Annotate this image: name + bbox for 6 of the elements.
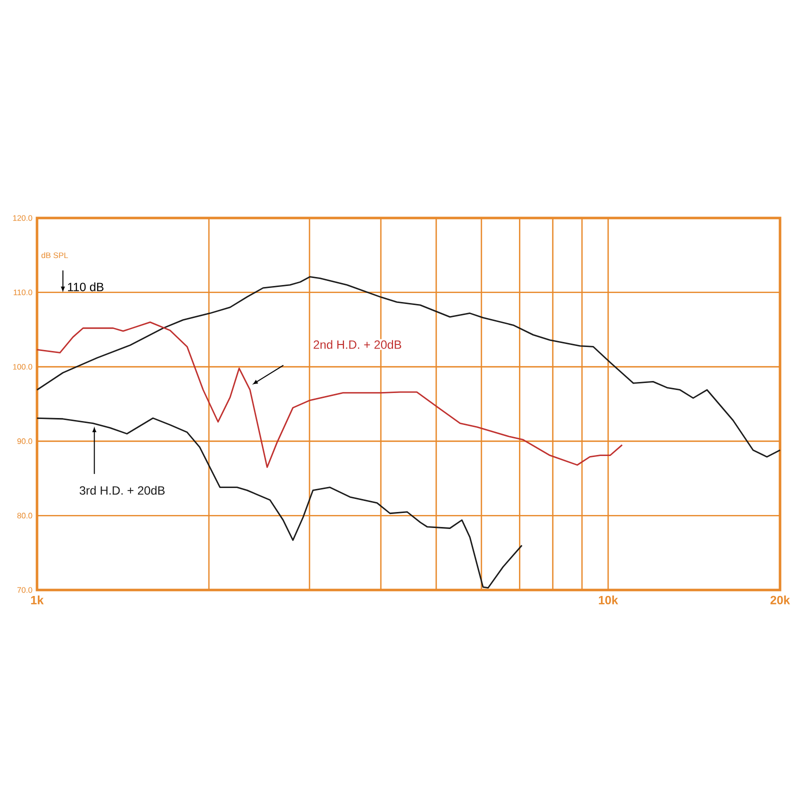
x-tick-label: 1k	[31, 596, 44, 604]
x-tick-label: 10k	[598, 596, 618, 604]
x-tick-label: 20k	[770, 596, 790, 604]
text: 3rd H.D. + 20dB	[80, 486, 165, 495]
annotation: 110 dB	[68, 282, 104, 292]
text: 2nd H.D. + 20dB	[314, 340, 402, 349]
